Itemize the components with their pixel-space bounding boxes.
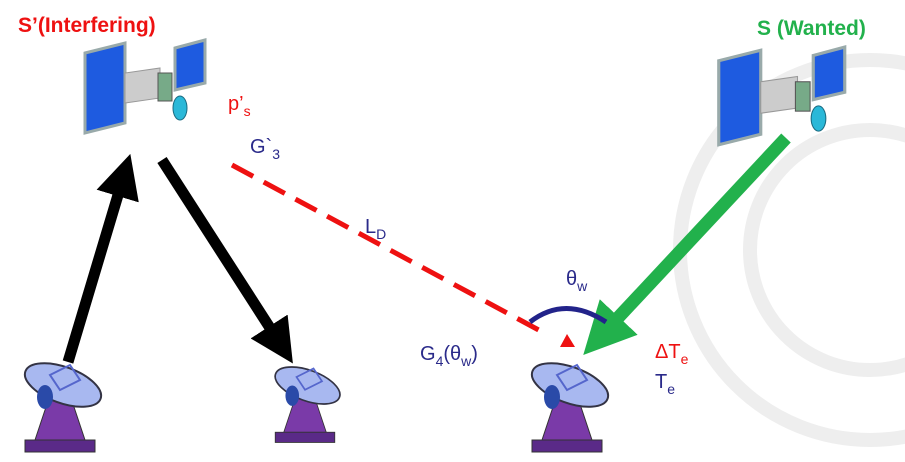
label-sub: e bbox=[667, 381, 675, 397]
label-part: p’ bbox=[228, 93, 244, 115]
labels: p’s G`3 LD θw G4(θw) ΔTe Te bbox=[228, 93, 689, 397]
background-logo bbox=[680, 60, 905, 440]
label-theta: θw bbox=[566, 268, 588, 294]
label-part: ) bbox=[471, 343, 478, 365]
downlink-arrow bbox=[162, 160, 281, 345]
label-g3: G`3 bbox=[250, 136, 280, 162]
label-sub: 4 bbox=[436, 353, 444, 369]
interference-marker bbox=[560, 334, 575, 347]
label-ps: p’s bbox=[228, 93, 251, 119]
interference-path bbox=[232, 165, 548, 335]
label-sub: w bbox=[576, 278, 588, 294]
earth-station bbox=[19, 354, 106, 452]
wanted-title: S (Wanted) bbox=[757, 17, 866, 40]
label-part: θ bbox=[566, 268, 577, 290]
label-part: L bbox=[365, 216, 376, 238]
label-sub: e bbox=[681, 351, 689, 367]
label-dte: ΔTe bbox=[655, 341, 689, 367]
label-part: T bbox=[655, 371, 667, 393]
label-g4: G4(θw) bbox=[420, 343, 478, 369]
label-part: G bbox=[420, 343, 436, 365]
label-part: (θ bbox=[443, 343, 461, 365]
label-part: ΔT bbox=[655, 341, 681, 363]
label-part: G` bbox=[250, 136, 272, 158]
label-sub: 3 bbox=[272, 146, 280, 162]
label-te: Te bbox=[655, 371, 675, 397]
uplink-arrow bbox=[68, 175, 124, 362]
interfering-satellite bbox=[85, 40, 205, 133]
earth-station bbox=[270, 359, 344, 442]
earth-station bbox=[526, 354, 613, 452]
interfering-title: S’(Interfering) bbox=[18, 14, 156, 37]
wanted-satellite bbox=[719, 47, 845, 145]
label-sub: D bbox=[376, 226, 386, 242]
diagram: S’(Interfering) S (Wanted) p’s G`3 LD θw… bbox=[0, 0, 905, 462]
angle-arc bbox=[530, 309, 606, 323]
label-sub: s bbox=[244, 103, 251, 119]
